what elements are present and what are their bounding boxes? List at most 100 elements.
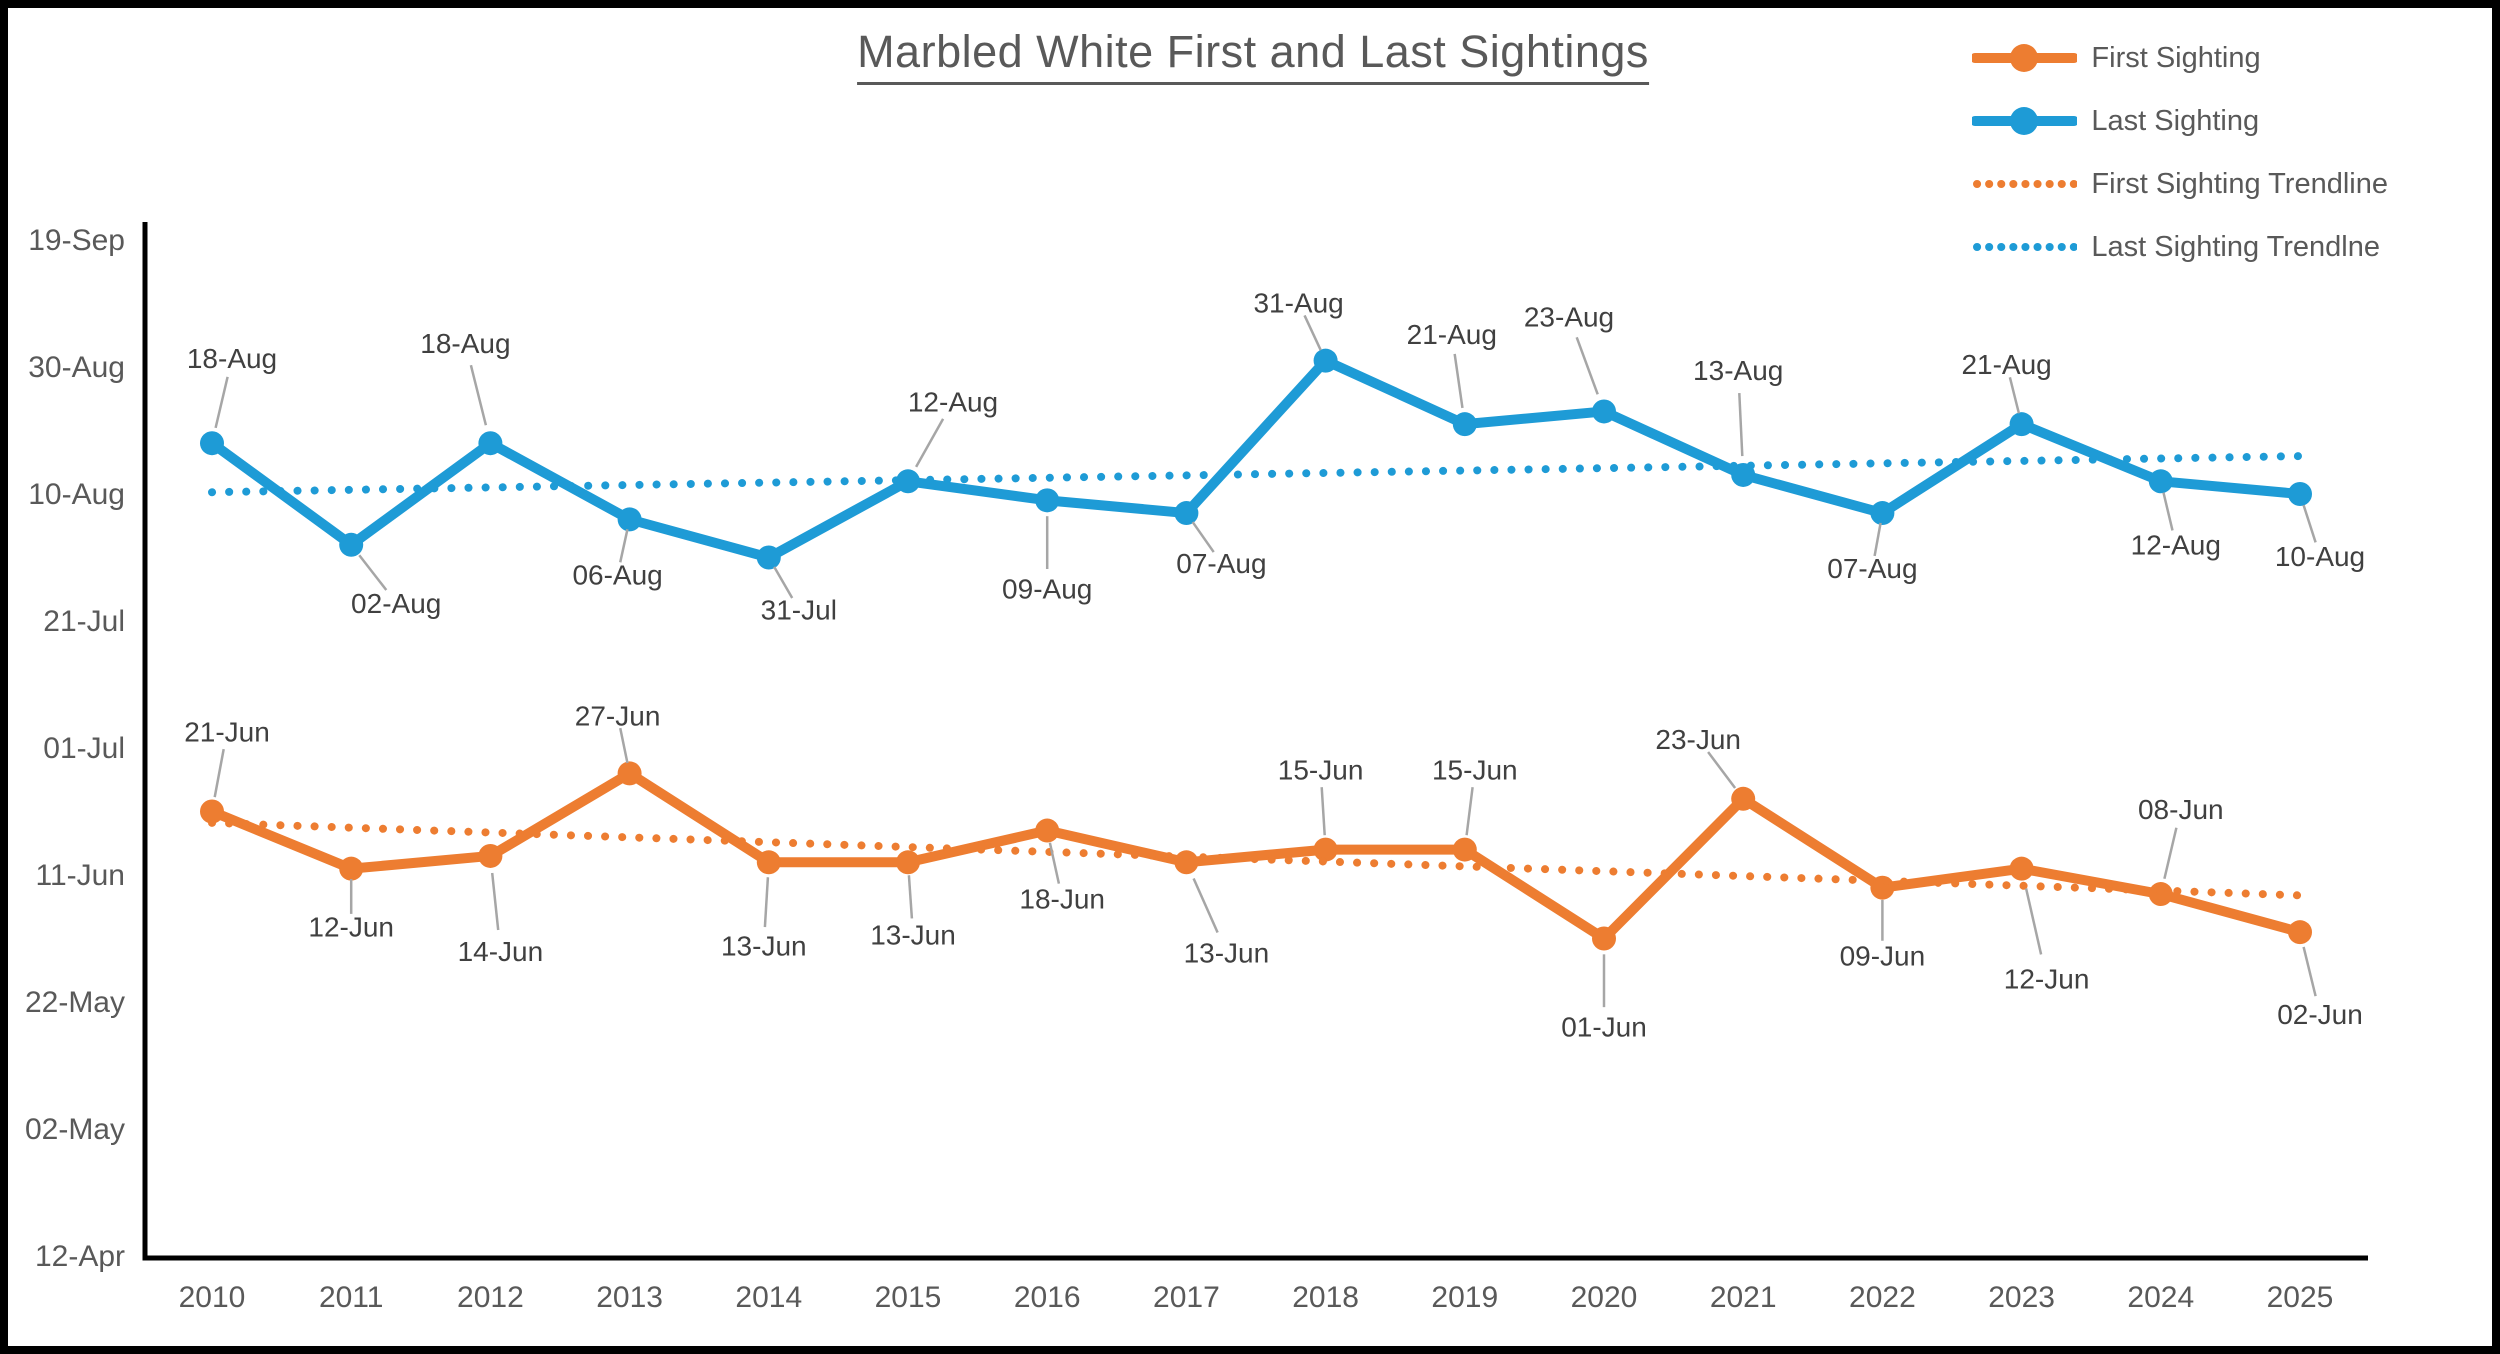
x-axis-label: 2022 <box>1849 1281 1916 1314</box>
leader-line <box>2008 377 2021 414</box>
x-axis-label: 2012 <box>457 1281 524 1314</box>
data-point-marker <box>1035 818 1060 843</box>
data-label: 21-Jun <box>184 717 270 748</box>
data-label: 13-Jun <box>721 930 807 961</box>
y-axis-label: 01-Jul <box>43 732 125 765</box>
data-label: 13-Jun <box>1184 937 1270 968</box>
x-axis-label: 2021 <box>1710 1281 1777 1314</box>
data-point-marker <box>617 507 642 532</box>
data-point-marker <box>1731 786 1756 811</box>
leader-line <box>1048 842 1061 884</box>
legend-item-first-sighting-trendline: First Sighting Trendline <box>1972 166 2388 202</box>
leader-line <box>213 748 225 798</box>
x-axis-label: 2011 <box>319 1281 384 1314</box>
data-point-marker <box>896 469 920 494</box>
data-label: 07-Aug <box>1827 553 1917 584</box>
leader-line <box>1738 392 1744 457</box>
legend-item-first-sighting: First Sighting <box>1972 40 2388 76</box>
y-axis-label: 30-Aug <box>28 351 125 384</box>
data-point-marker <box>1452 837 1477 862</box>
leader-line <box>2302 946 2317 997</box>
y-axis-label: 11-Jun <box>35 859 125 892</box>
data-label: 15-Jun <box>1432 755 1518 786</box>
leader-line <box>619 529 629 563</box>
last-sighting-line <box>207 355 2305 563</box>
x-axis-label: 2015 <box>875 1281 942 1314</box>
x-axis-label: 2023 <box>1988 1281 2055 1314</box>
data-point-marker <box>1174 850 1199 875</box>
data-point-marker <box>1452 412 1477 437</box>
data-point-marker <box>478 843 503 868</box>
data-label: 18-Aug <box>420 328 510 359</box>
x-axis-label: 2018 <box>1292 1281 1359 1314</box>
leader-line <box>1192 877 1219 934</box>
leader-line <box>2163 827 2178 880</box>
data-point-marker <box>1174 501 1199 526</box>
data-label: 02-Aug <box>351 588 441 619</box>
dotted-line-icon <box>1973 180 2078 188</box>
leader-line <box>915 418 945 468</box>
last-sighting-trendlne <box>208 452 2304 497</box>
leader-line <box>469 364 488 426</box>
leader-line <box>490 872 500 931</box>
data-label: 12-Aug <box>908 386 998 417</box>
data-label: 18-Aug <box>187 343 277 374</box>
y-axis-label: 10-Aug <box>28 478 125 511</box>
leader-line <box>1575 336 1599 395</box>
leader-line <box>1303 314 1322 351</box>
data-point-marker <box>2009 412 2034 437</box>
data-label: 18-Jun <box>1019 884 1105 915</box>
data-label: 21-Aug <box>1407 319 1497 350</box>
x-axis-label: 2020 <box>1571 1281 1638 1314</box>
data-label: 31-Aug <box>1253 288 1343 319</box>
data-point-marker <box>200 431 224 456</box>
x-axis-label: 2019 <box>1431 1281 1498 1314</box>
leader-line <box>619 727 629 764</box>
x-axis-label: 2010 <box>179 1281 246 1314</box>
data-label: 15-Jun <box>1278 755 1364 786</box>
data-point-marker <box>1313 837 1338 862</box>
y-axis-label: 19-Sep <box>28 224 125 257</box>
legend-item-last-sighting-trendline: Last Sighting Trendlne <box>1972 229 2388 265</box>
data-label: 12-Jun <box>2004 964 2090 995</box>
line-marker-icon <box>1972 44 2078 72</box>
data-label: 21-Aug <box>1961 349 2051 380</box>
data-label: 13-Aug <box>1693 355 1783 386</box>
leader-line <box>1453 353 1464 409</box>
data-point-marker <box>2148 469 2173 494</box>
axis-line <box>142 222 2368 1261</box>
data-label: 10-Aug <box>2275 541 2365 572</box>
data-point-marker <box>1870 875 1895 900</box>
leader-line <box>1320 787 1326 836</box>
data-point-marker <box>2009 856 2034 881</box>
x-axis-label: 2025 <box>2267 1281 2334 1314</box>
line-marker-icon <box>1972 107 2078 135</box>
leader-line <box>1465 787 1474 836</box>
x-axis-label: 2013 <box>596 1281 663 1314</box>
data-point-marker <box>1592 399 1616 424</box>
data-point-marker <box>1592 926 1616 951</box>
leader-line <box>2162 492 2174 531</box>
leader-line <box>773 566 794 599</box>
leader-line <box>214 376 229 429</box>
y-axis-label: 21-Jul <box>43 605 125 638</box>
data-point-marker <box>756 850 781 875</box>
leader-line <box>1707 751 1737 789</box>
legend-label: First Sighting <box>2091 41 2261 74</box>
y-axis-label: 22-May <box>25 986 125 1019</box>
data-label: 23-Aug <box>1524 301 1614 332</box>
legend-label: Last Sighting <box>2091 104 2260 137</box>
data-point-marker <box>339 856 364 881</box>
data-label: 07-Aug <box>1176 548 1266 579</box>
data-label: 12-Jun <box>308 912 394 943</box>
data-point-marker <box>896 850 920 875</box>
data-label: 08-Jun <box>2138 794 2224 825</box>
data-point-marker <box>478 431 503 456</box>
data-point-marker <box>617 761 642 786</box>
data-label: 14-Jun <box>458 936 544 967</box>
leader-line <box>1873 522 1882 557</box>
data-label: 12-Aug <box>2131 529 2221 560</box>
data-label: 31-Jul <box>761 595 837 626</box>
legend-label: Last Sighting Trendlne <box>2091 230 2380 263</box>
